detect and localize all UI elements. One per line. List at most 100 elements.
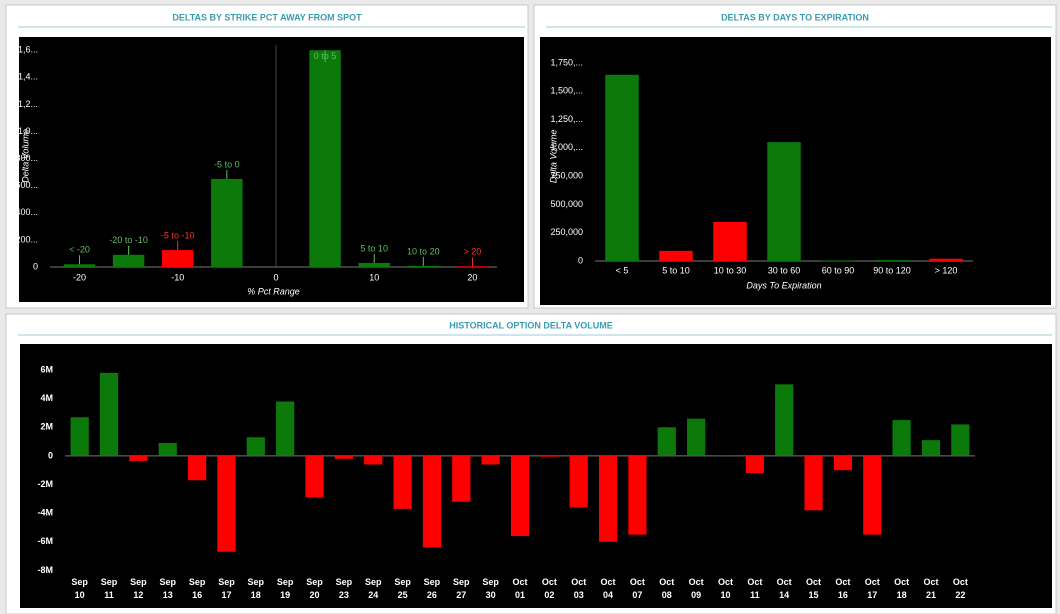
bar: [161, 250, 194, 267]
plot-area: [19, 37, 524, 302]
x-tick-label: Sep: [71, 577, 88, 587]
x-tick-label: Sep: [336, 577, 353, 587]
bar: [598, 455, 618, 542]
bar: [158, 443, 177, 456]
x-tick-label: 22: [955, 590, 965, 600]
x-axis-label: Days To Expiration: [746, 280, 821, 290]
bar: [863, 455, 882, 535]
x-tick-label: 09: [691, 590, 701, 600]
bar: [569, 455, 588, 508]
plot-area: [20, 344, 1052, 608]
x-tick-label: < 5: [616, 265, 629, 275]
y-tick-label: 1,500,...: [550, 86, 583, 96]
bar: [211, 178, 243, 267]
y-tick-label: 0: [33, 261, 38, 271]
chart-title: DELTAS BY DAYS TO EXPIRATION: [721, 12, 869, 22]
x-tick-label: 11: [104, 590, 114, 600]
bar: [657, 427, 676, 456]
x-tick-label: 26: [427, 590, 437, 600]
y-tick-label: 4M: [40, 393, 53, 403]
bar: [767, 142, 801, 261]
x-tick-label: 17: [221, 590, 231, 600]
x-tick-label: 27: [456, 590, 466, 600]
bar: [821, 260, 855, 262]
x-tick-label: 24: [368, 590, 378, 600]
x-tick-label: 07: [632, 590, 642, 600]
y-tick-label: -4M: [38, 508, 54, 518]
bar: [892, 420, 911, 456]
x-tick-label: 19: [280, 590, 290, 600]
x-tick-label: Oct: [777, 577, 792, 587]
y-tick-label: -6M: [38, 536, 54, 546]
x-tick-label: 01: [515, 590, 525, 600]
bar: [452, 455, 471, 502]
x-tick-label: 16: [838, 590, 848, 600]
bar: [364, 455, 383, 465]
x-tick-label: Oct: [542, 577, 557, 587]
bar: [716, 455, 735, 456]
bar: [628, 455, 647, 535]
x-tick-label: Oct: [865, 577, 880, 587]
bar: [687, 418, 706, 456]
y-tick-label: 250,000: [550, 227, 583, 237]
y-axis-label: Delta Volume: [20, 129, 30, 183]
bar: [833, 455, 853, 471]
y-tick-label: 6M: [40, 364, 53, 374]
x-tick-label: 14: [779, 590, 789, 600]
x-tick-label: Sep: [306, 577, 323, 587]
bar: [276, 401, 295, 456]
x-tick-label: -10: [171, 272, 184, 282]
bar: [217, 455, 236, 552]
x-tick-label: Sep: [424, 577, 441, 587]
x-tick-label: Sep: [248, 577, 265, 587]
bar: [393, 455, 412, 509]
x-tick-label: 10: [720, 590, 730, 600]
x-tick-label: Oct: [601, 577, 616, 587]
y-tick-label: 1,6...: [18, 45, 38, 55]
bar: [804, 455, 823, 511]
bar: [875, 260, 909, 261]
bar: [407, 265, 440, 267]
x-tick-label: Sep: [394, 577, 411, 587]
bar: [305, 455, 324, 498]
chart-title: DELTAS BY STRIKE PCT AWAY FROM SPOT: [172, 12, 362, 22]
y-tick-label: 1,250,...: [550, 114, 583, 124]
data-label: 0 to 5: [314, 51, 337, 61]
x-tick-label: 16: [192, 590, 202, 600]
y-tick-label: 400...: [15, 207, 38, 217]
bar: [510, 455, 530, 537]
x-tick-label: Oct: [806, 577, 821, 587]
bar: [951, 424, 970, 456]
x-tick-label: Sep: [365, 577, 382, 587]
x-tick-label: 23: [339, 590, 349, 600]
x-tick-label: > 120: [935, 265, 958, 275]
x-tick-label: 30: [486, 590, 496, 600]
bar: [99, 372, 119, 456]
x-tick-label: 90 to 120: [873, 265, 911, 275]
x-tick-label: 5 to 10: [662, 265, 690, 275]
bar: [187, 455, 207, 481]
x-tick-label: 10: [369, 272, 379, 282]
x-tick-label: 18: [897, 590, 907, 600]
y-tick-label: 0: [48, 450, 53, 460]
bar: [929, 258, 963, 261]
x-tick-label: 03: [574, 590, 584, 600]
x-tick-label: Oct: [894, 577, 909, 587]
bar: [456, 266, 489, 268]
y-tick-label: 1,2...: [18, 99, 38, 109]
x-tick-label: Oct: [835, 577, 850, 587]
x-tick-label: Oct: [718, 577, 733, 587]
y-tick-label: 2M: [40, 422, 53, 432]
y-tick-label: 750,000: [550, 170, 583, 180]
x-tick-label: 12: [133, 590, 143, 600]
x-tick-label: Sep: [482, 577, 499, 587]
x-tick-label: Oct: [747, 577, 762, 587]
bar: [713, 221, 747, 261]
x-tick-label: Sep: [453, 577, 470, 587]
y-axis-label: Delta Volume: [548, 129, 558, 183]
y-tick-label: 500,000: [550, 199, 583, 209]
x-tick-label: Oct: [953, 577, 968, 587]
bar: [70, 417, 89, 456]
y-tick-label: -2M: [38, 479, 54, 489]
x-tick-label: 13: [163, 590, 173, 600]
